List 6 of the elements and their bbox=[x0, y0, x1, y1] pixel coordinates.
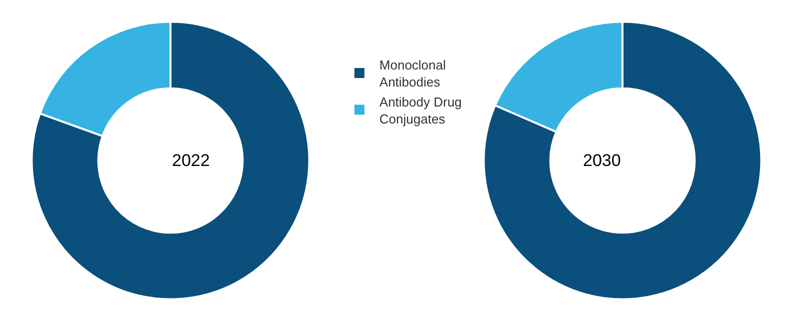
legend-label: Antibody Drug Conjugates bbox=[379, 94, 462, 126]
donut-slice bbox=[482, 20, 762, 300]
text: 2022 bbox=[172, 151, 210, 170]
text: 2030 bbox=[583, 151, 621, 170]
donut-slice bbox=[30, 20, 310, 300]
legend-label: Monoclonal Antibodies bbox=[379, 58, 446, 90]
